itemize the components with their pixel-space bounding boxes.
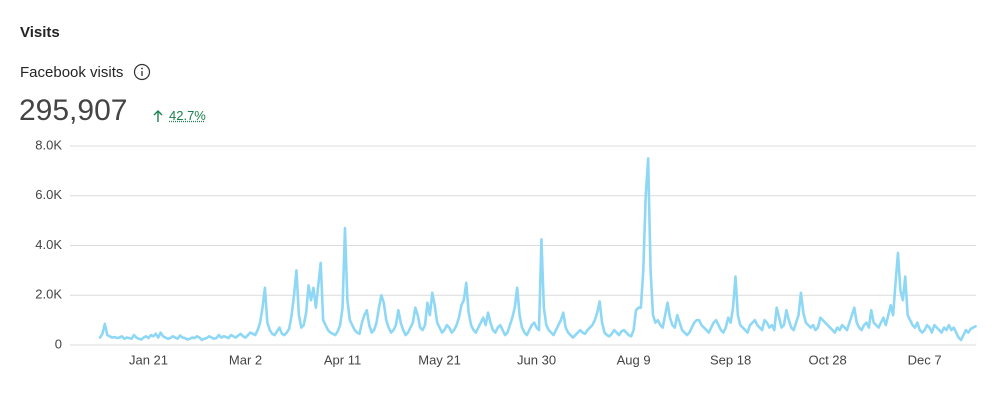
metric-total: 295,907 <box>19 94 128 127</box>
x-tick-label: Dec 7 <box>908 352 942 367</box>
info-icon[interactable] <box>133 63 151 81</box>
x-tick-label: Oct 28 <box>808 352 846 367</box>
y-tick-label: 8.0K <box>35 137 62 152</box>
x-tick-label: Jan 21 <box>129 352 168 367</box>
change-value: 42.7% <box>169 108 206 123</box>
x-tick-label: Sep 18 <box>710 352 751 367</box>
y-tick-label: 4.0K <box>35 237 62 252</box>
y-tick-label: 2.0K <box>35 287 62 302</box>
x-tick-label: Mar 2 <box>229 352 262 367</box>
x-tick-label: Jun 30 <box>517 352 556 367</box>
data-line <box>98 157 977 342</box>
y-tick-label: 6.0K <box>35 187 62 202</box>
x-tick-label: Aug 9 <box>617 352 651 367</box>
y-tick-label: 0 <box>55 336 62 351</box>
metric-change[interactable]: 42.7% <box>152 108 206 123</box>
card-title: Visits <box>20 24 60 41</box>
x-tick-label: May 21 <box>418 352 461 367</box>
x-tick-label: Apr 11 <box>324 352 361 367</box>
metric-label: Facebook visits <box>20 63 124 81</box>
up-arrow-icon <box>153 109 163 122</box>
metric-label-row: Facebook visits <box>20 63 151 81</box>
